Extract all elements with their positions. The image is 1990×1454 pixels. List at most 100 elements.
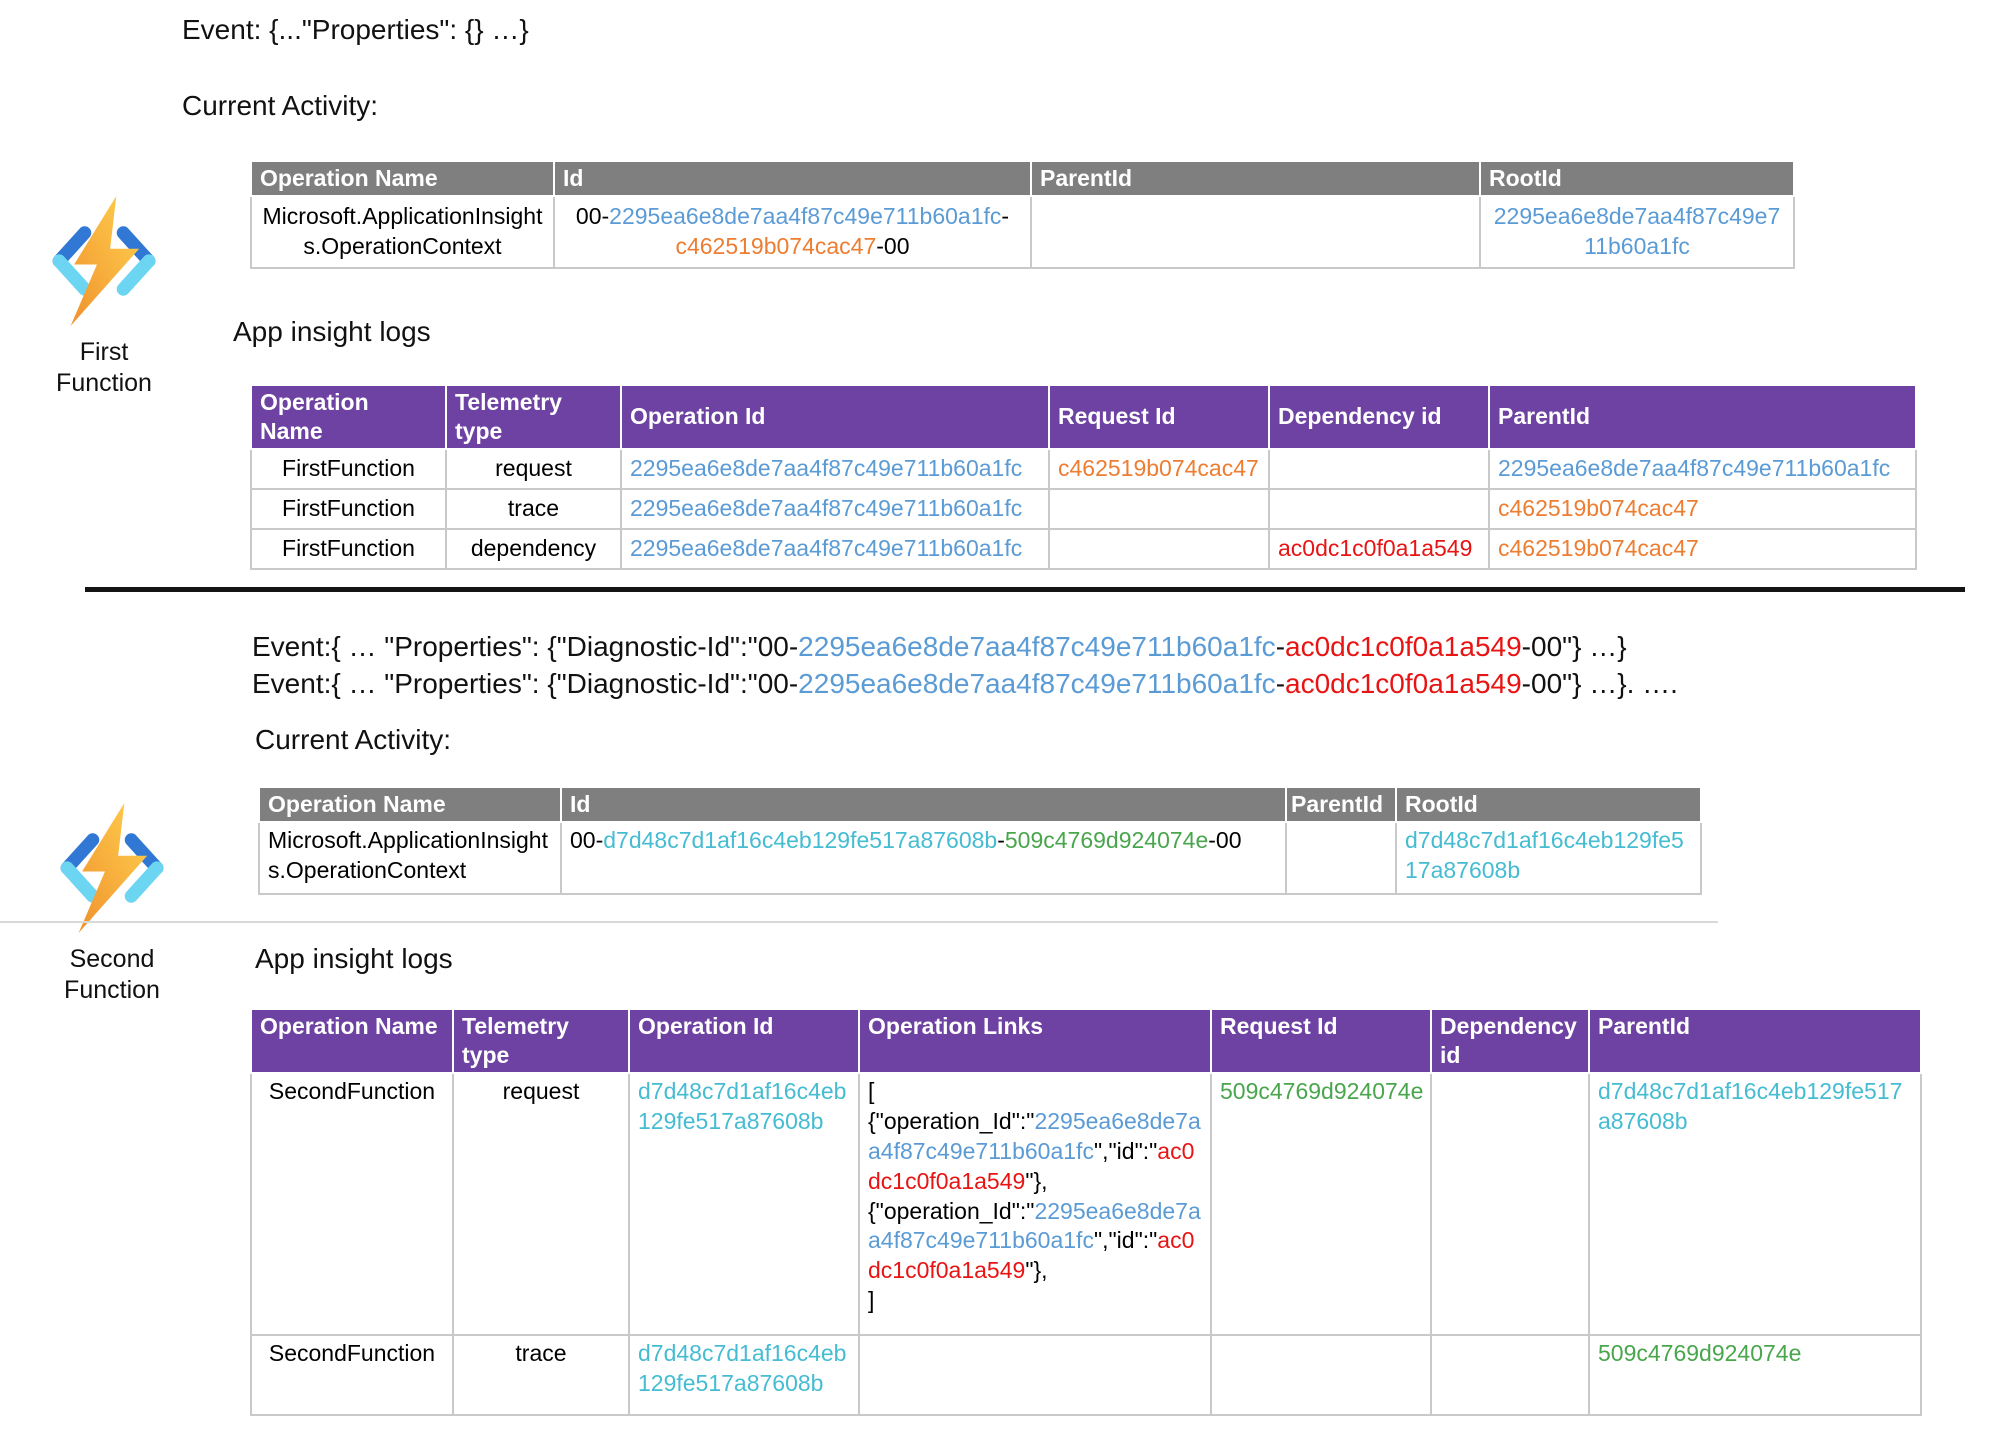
col-rootid: RootId (1395, 786, 1702, 823)
cell-request-id: c462519b074cac47 (1048, 447, 1270, 490)
col-telemetry-type: Telemetry type (445, 384, 622, 450)
col-operation-name: Operation Name (250, 384, 447, 450)
cell-operation-name: SecondFunction (250, 1072, 454, 1336)
cell-operation-name: SecondFunction (250, 1334, 454, 1416)
col-id: Id (553, 160, 1032, 197)
table-row-trace: SecondFunction trace d7d48c7d1af16c4eb12… (250, 1334, 1922, 1416)
col-parentid: ParentId (1588, 1008, 1922, 1074)
cell-request-id (1048, 527, 1270, 570)
links-static: ","id":" (1093, 1137, 1158, 1164)
app-insight-logs-table-2: Operation Name Telemetry type Operation … (250, 1008, 1922, 1416)
links-static: "}, {"operation_Id":" (868, 1167, 1048, 1224)
cell-request-id (1048, 487, 1270, 530)
cell-operation-id: 2295ea6e8de7aa4f87c49e711b60a1fc (620, 527, 1050, 570)
cell-telemetry-type: trace (445, 487, 622, 530)
cell-operation-id: 2295ea6e8de7aa4f87c49e711b60a1fc (620, 487, 1050, 530)
col-operation-links: Operation Links (858, 1008, 1212, 1074)
col-request-id: Request Id (1048, 384, 1270, 450)
second-function-figure: Second Function (42, 797, 182, 1006)
cell-telemetry-type: trace (452, 1334, 630, 1416)
table-header-row: Operation Name Telemetry type Operation … (250, 1008, 1922, 1074)
col-dependency-id: Dependency id (1268, 384, 1490, 450)
col-operation-name: Operation Name (258, 786, 562, 823)
table-row: Microsoft.ApplicationInsights.OperationC… (258, 820, 1702, 895)
col-parentid: ParentId (1030, 160, 1481, 197)
dependency-id: ac0dc1c0f0a1a549 (1285, 668, 1522, 699)
cell-operation-id: d7d48c7d1af16c4eb129fe517a87608b (628, 1072, 860, 1336)
cell-dependency-id (1430, 1334, 1590, 1416)
first-function-caption-line1: First (79, 338, 129, 366)
cell-operation-name: FirstFunction (250, 447, 447, 490)
cell-operation-id: d7d48c7d1af16c4eb129fe517a87608b (628, 1334, 860, 1416)
cell-operation-id: 2295ea6e8de7aa4f87c49e711b60a1fc (620, 447, 1050, 490)
col-operation-id: Operation Id (628, 1008, 860, 1074)
col-parentid: ParentId (1488, 384, 1917, 450)
links-static: ","id":" (1093, 1227, 1158, 1254)
col-telemetry-type: Telemetry type (452, 1008, 630, 1074)
current-activity-table-2: Operation Name Id ParentId RootId Micros… (258, 786, 1702, 895)
links-static: "}, ] (868, 1257, 1048, 1314)
second-function-caption-line1: Second (69, 945, 155, 973)
cell-dependency-id (1268, 487, 1490, 530)
current-activity-heading-2: Current Activity: (255, 724, 452, 755)
app-insight-logs-heading-2: App insight logs (255, 943, 453, 974)
id-prefix: 00- (575, 202, 610, 229)
trace-id: 2295ea6e8de7aa4f87c49e711b60a1fc (868, 1107, 1201, 1164)
faint-separator-line (0, 921, 1718, 923)
cell-telemetry-type: dependency (445, 527, 622, 570)
event-static: - (1275, 668, 1286, 699)
dependency-id: ac0dc1c0f0a1a549 (868, 1137, 1195, 1194)
cell-operation-name: FirstFunction (250, 487, 447, 530)
cell-parentid: 2295ea6e8de7aa4f87c49e711b60a1fc (1488, 447, 1917, 490)
table-header-row: Operation Name Id ParentId RootId (250, 160, 1795, 197)
cell-request-id: 509c4769d924074e (1210, 1072, 1432, 1336)
cell-operation-name: Microsoft.ApplicationInsights.OperationC… (258, 820, 562, 895)
table-row-request: FirstFunction request 2295ea6e8de7aa4f87… (250, 447, 1917, 490)
col-dependency-id: Dependency id (1430, 1008, 1590, 1074)
cell-operation-name: FirstFunction (250, 527, 447, 570)
trace-id: 2295ea6e8de7aa4f87c49e711b60a1fc (798, 631, 1276, 662)
app-insight-logs-heading-1: App insight logs (233, 316, 431, 347)
cell-dependency-id (1430, 1072, 1590, 1336)
event-text-1: Event: {..."Properties": {} …} (182, 14, 529, 45)
col-id: Id (560, 786, 1287, 823)
cell-parentid (1285, 820, 1397, 895)
col-parentid: ParentId (1285, 786, 1397, 823)
col-operation-name: Operation Name (250, 160, 555, 197)
current-activity-heading-1: Current Activity: (182, 90, 379, 121)
section-divider-line (85, 587, 1965, 592)
event-line-1: Event:{ … "Properties": {"Diagnostic-Id"… (252, 628, 1678, 665)
trace-id: 2295ea6e8de7aa4f87c49e711b60a1fc (868, 1197, 1201, 1254)
cell-parentid: d7d48c7d1af16c4eb129fe517a87608b (1588, 1072, 1922, 1336)
col-operation-name: Operation Name (250, 1008, 454, 1074)
table-row-request: SecondFunction request d7d48c7d1af16c4eb… (250, 1072, 1922, 1336)
span-id: 509c4769d924074e (1004, 826, 1209, 853)
current-activity-table-1: Operation Name Id ParentId RootId Micros… (250, 160, 1795, 269)
col-operation-id: Operation Id (620, 384, 1050, 450)
table-row-trace: FirstFunction trace 2295ea6e8de7aa4f87c4… (250, 487, 1917, 530)
first-function-caption-line2: Function (56, 369, 152, 397)
event-static: - (1275, 631, 1286, 662)
cell-operation-name: Microsoft.ApplicationInsights.OperationC… (250, 194, 555, 269)
dependency-id: ac0dc1c0f0a1a549 (868, 1227, 1195, 1284)
event-line-2: Event:{ … "Properties": {"Diagnostic-Id"… (252, 665, 1678, 702)
table-header-row: Operation Name Id ParentId RootId (258, 786, 1702, 823)
dependency-id: ac0dc1c0f0a1a549 (1285, 631, 1522, 662)
trace-id: d7d48c7d1af16c4eb129fe517a87608b (603, 826, 998, 853)
event-static: -00"} …}. …. (1521, 668, 1678, 699)
col-rootid: RootId (1479, 160, 1795, 197)
first-function-figure: First Function (38, 190, 170, 399)
cell-id: 00-2295ea6e8de7aa4f87c49e711b60a1fc- c462… (553, 194, 1032, 269)
azure-functions-icon (52, 195, 156, 327)
cell-operation-links (858, 1334, 1212, 1416)
col-request-id: Request Id (1210, 1008, 1432, 1074)
cell-operation-links: [ {"operation_Id":"2295ea6e8de7aa4f87c49… (858, 1072, 1212, 1336)
cell-dependency-id: ac0dc1c0f0a1a549 (1268, 527, 1490, 570)
links-static: [ {"operation_Id":" (868, 1078, 1035, 1134)
cell-parentid: 509c4769d924074e (1588, 1334, 1922, 1416)
table-row-dependency: FirstFunction dependency 2295ea6e8de7aa4… (250, 527, 1917, 570)
table-header-row: Operation Name Telemetry type Operation … (250, 384, 1917, 450)
cell-rootid: 2295ea6e8de7aa4f87c49e711b60a1fc (1479, 194, 1795, 269)
id-dash: - (997, 826, 1005, 853)
